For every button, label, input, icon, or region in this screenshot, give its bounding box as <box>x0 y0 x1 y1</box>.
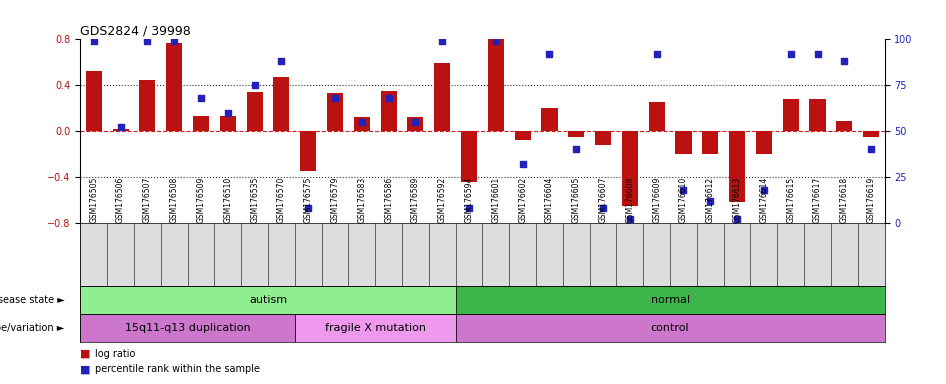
Point <box>434 38 450 44</box>
Bar <box>515 131 531 140</box>
Bar <box>273 77 289 131</box>
Bar <box>729 131 745 202</box>
Point <box>729 216 745 222</box>
Bar <box>456 314 885 342</box>
Point <box>596 205 611 212</box>
Point <box>757 187 772 193</box>
Bar <box>247 92 263 131</box>
Text: normal: normal <box>651 295 690 305</box>
Point <box>354 119 369 125</box>
Bar <box>139 80 155 131</box>
Bar <box>756 131 772 154</box>
Bar <box>295 314 456 342</box>
Point <box>810 50 825 56</box>
Point <box>864 146 879 152</box>
Bar <box>863 131 879 137</box>
Point <box>675 187 691 193</box>
Point <box>274 58 289 64</box>
Point <box>381 95 396 101</box>
Point <box>301 205 316 212</box>
Point <box>220 109 236 116</box>
Point <box>408 119 423 125</box>
Bar <box>595 131 611 145</box>
Point <box>703 198 718 204</box>
Point <box>140 38 155 44</box>
Text: GDS2824 / 39998: GDS2824 / 39998 <box>80 25 191 38</box>
Bar <box>649 102 665 131</box>
Text: autism: autism <box>249 295 287 305</box>
Bar <box>80 314 295 342</box>
Text: log ratio: log ratio <box>95 349 135 359</box>
Point <box>569 146 584 152</box>
Point <box>488 38 503 44</box>
Bar <box>327 93 343 131</box>
Bar <box>782 99 798 131</box>
Bar <box>569 131 585 137</box>
Point <box>327 95 342 101</box>
Text: fragile X mutation: fragile X mutation <box>324 323 426 333</box>
Bar <box>80 286 456 314</box>
Text: 15q11-q13 duplication: 15q11-q13 duplication <box>125 323 251 333</box>
Text: ■: ■ <box>80 364 91 374</box>
Bar <box>461 131 477 182</box>
Bar <box>300 131 316 171</box>
Bar <box>675 131 692 154</box>
Bar <box>113 129 129 131</box>
Bar <box>622 131 638 206</box>
Point <box>515 161 530 167</box>
Point <box>86 38 101 44</box>
Point <box>247 82 262 88</box>
Bar <box>702 131 718 154</box>
Bar <box>354 117 370 131</box>
Point <box>114 124 129 130</box>
Point <box>542 50 557 56</box>
Bar <box>456 286 885 314</box>
Point <box>462 205 477 212</box>
Bar <box>219 116 236 131</box>
Bar <box>166 43 183 131</box>
Point <box>193 95 208 101</box>
Bar <box>488 36 504 131</box>
Bar <box>86 71 102 131</box>
Bar <box>810 99 826 131</box>
Point <box>836 58 851 64</box>
Bar <box>380 91 396 131</box>
Text: control: control <box>651 323 690 333</box>
Point <box>622 216 638 222</box>
Bar <box>434 63 450 131</box>
Text: percentile rank within the sample: percentile rank within the sample <box>95 364 259 374</box>
Point <box>166 38 182 44</box>
Text: ■: ■ <box>80 349 91 359</box>
Text: genotype/variation ►: genotype/variation ► <box>0 323 64 333</box>
Bar <box>193 116 209 131</box>
Bar <box>408 117 424 131</box>
Bar <box>836 121 852 131</box>
Point <box>649 50 664 56</box>
Bar <box>541 108 557 131</box>
Point <box>783 50 798 56</box>
Text: disease state ►: disease state ► <box>0 295 64 305</box>
